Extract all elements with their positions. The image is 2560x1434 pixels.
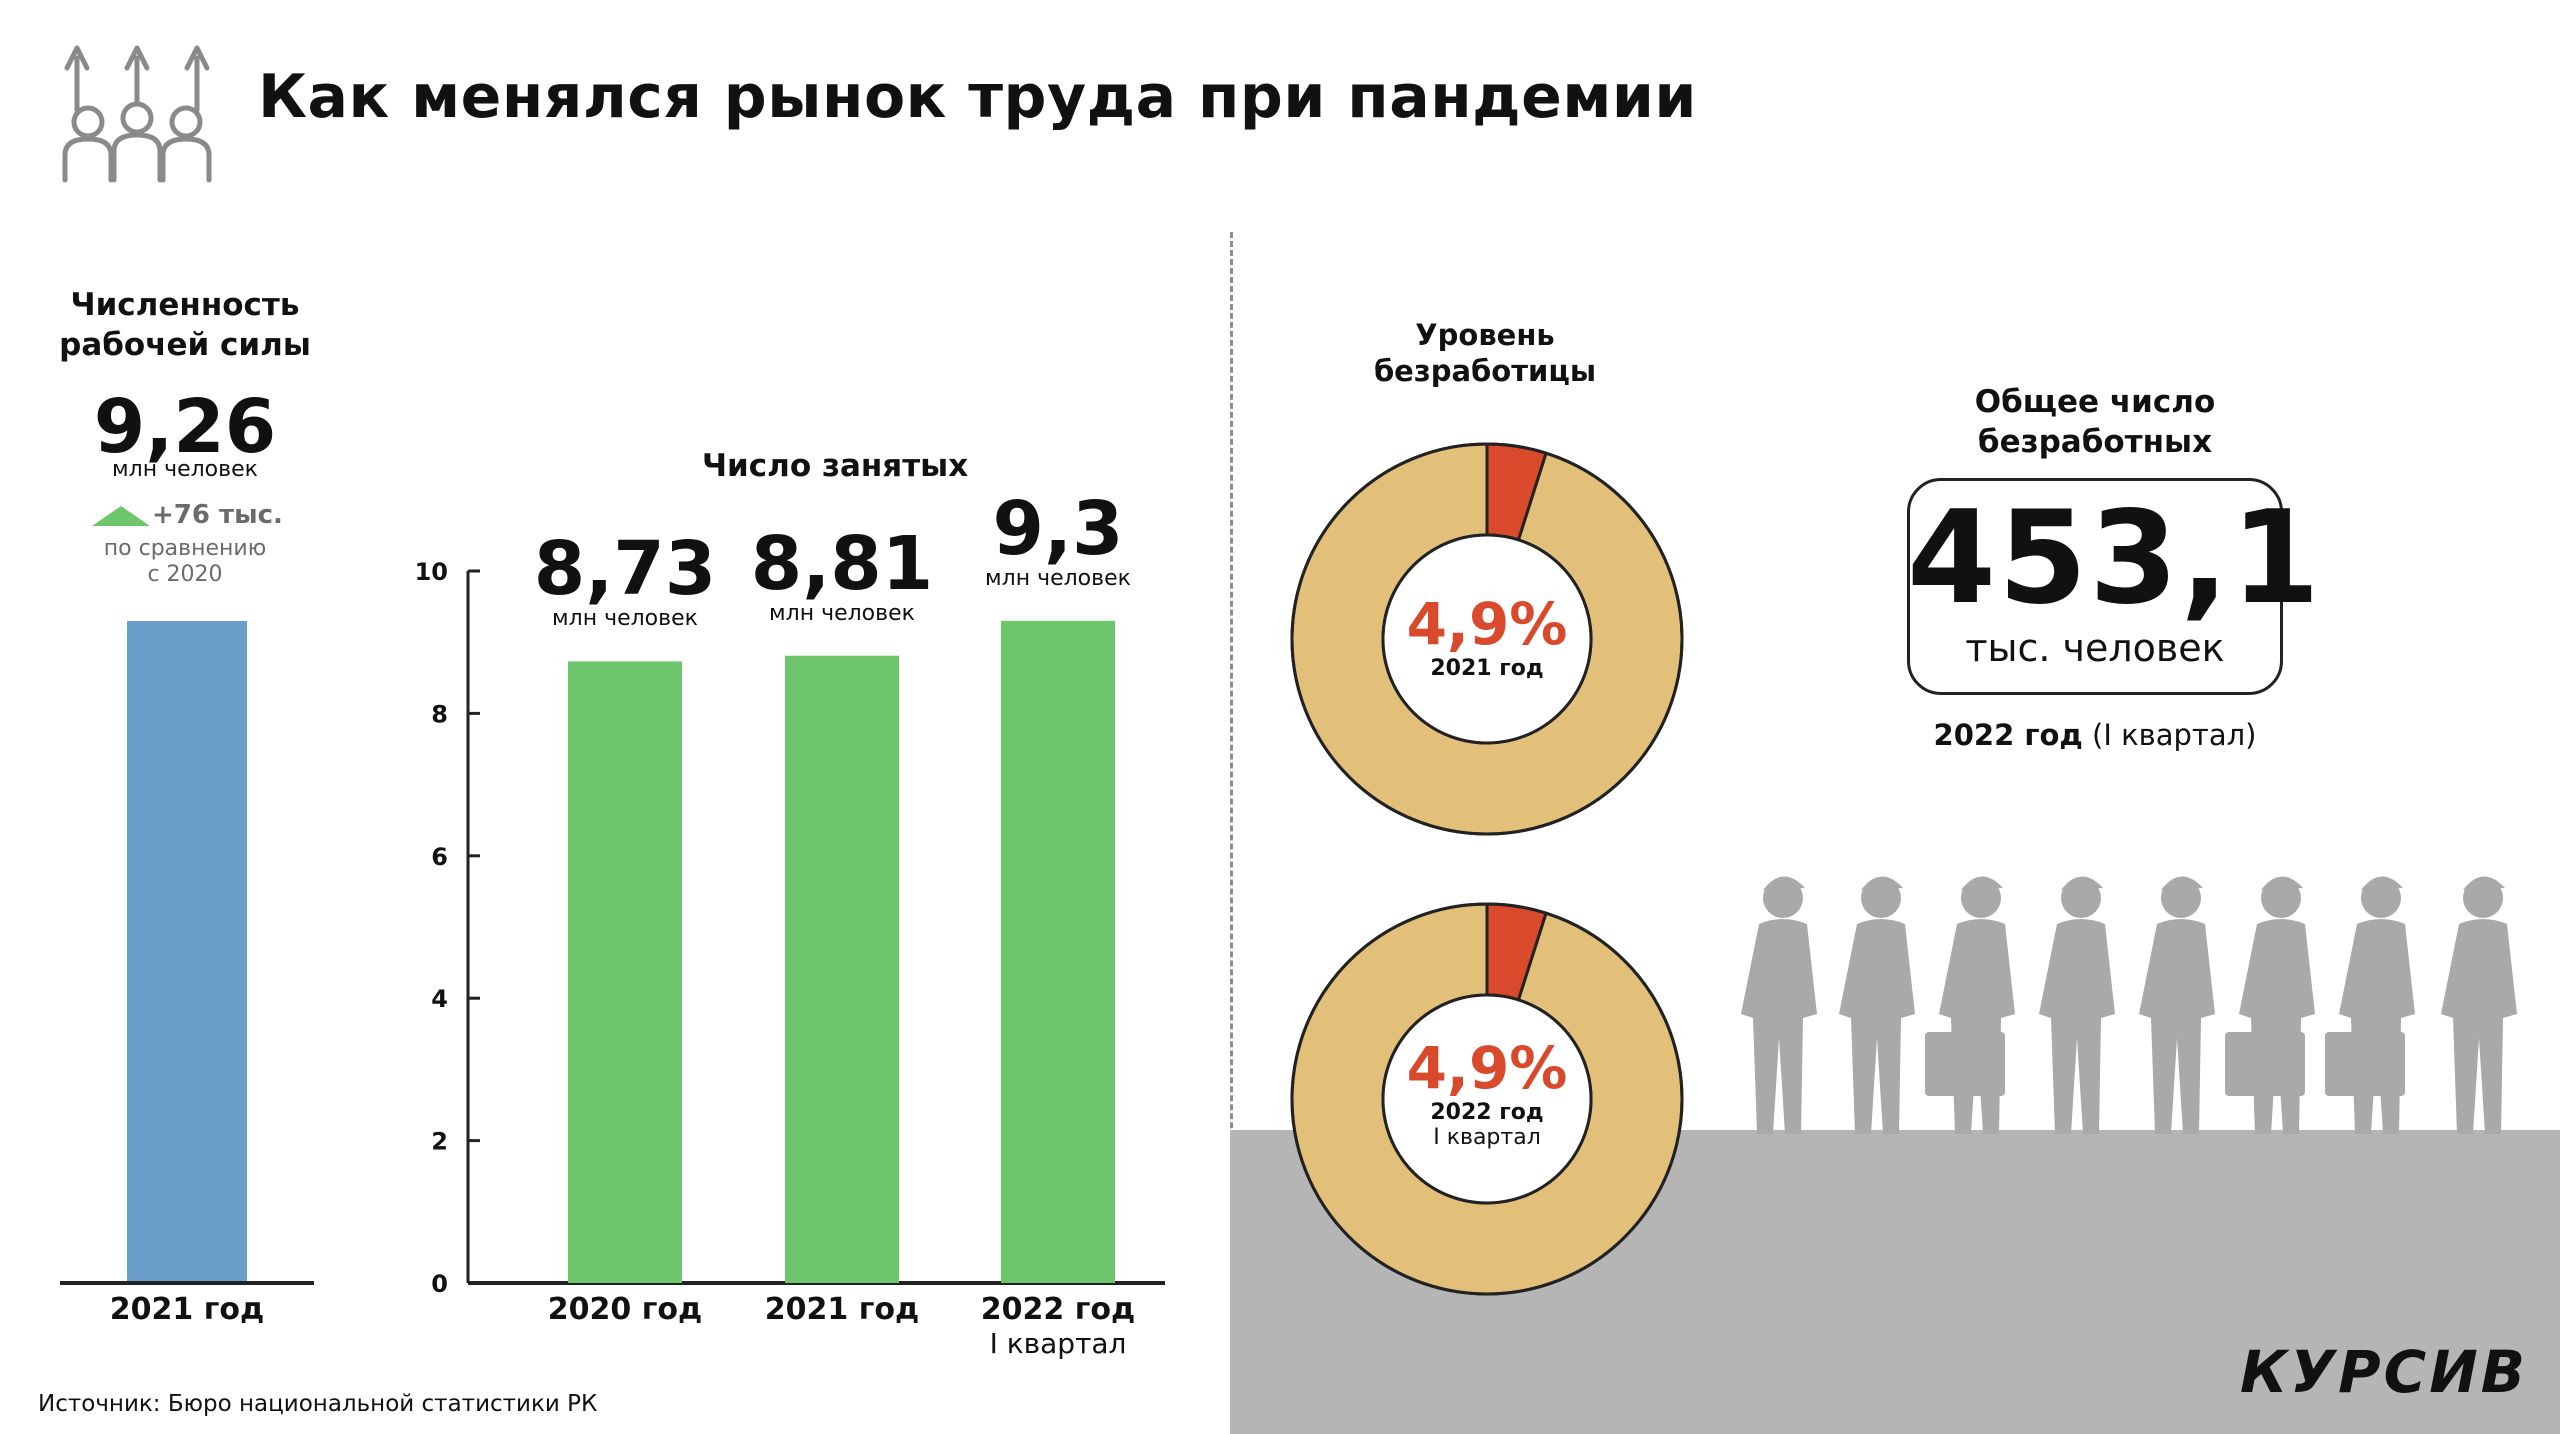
person-silhouette (1925, 876, 2015, 1134)
unemployment-rate-title-line1: Уровень (1415, 318, 1555, 352)
workforce-title: Численность рабочей силы (40, 285, 330, 365)
kursiv-logo: КУРСИВ (2240, 1338, 2528, 1406)
employed-chart: 0 2 4 6 8 10 (415, 558, 1165, 1298)
y-tick-label: 4 (431, 985, 448, 1013)
workforce-change-note-line1: по сравнению (103, 536, 267, 561)
unemployed-total-unit: тыс. человек (1965, 626, 2225, 670)
workforce-value: 9,26 (93, 384, 277, 470)
employed-bar-label-2: 8,81 млн человек (737, 527, 947, 627)
y-tick-label: 8 (431, 700, 448, 728)
employed-bar (568, 661, 682, 1283)
unemployed-total-period: 2022 год (I квартал) (1880, 718, 2310, 752)
employed-bar (1001, 620, 1115, 1283)
employed-category-3-line2: I квартал (989, 1327, 1127, 1360)
employed-category-1-line1: 2020 год (547, 1292, 703, 1327)
up-triangle-icon (92, 506, 150, 530)
section-divider (1230, 232, 1233, 1434)
employed-bar-label-3: 9,3 млн человек (953, 492, 1163, 592)
donut-outline (1290, 902, 1684, 1296)
employed-value-3: 9,3 (992, 486, 1124, 572)
donut-period-2021: 2021 год (1430, 656, 1544, 681)
donut-hole (1381, 533, 1593, 745)
person-silhouette (2325, 876, 2415, 1134)
donut-period-2022-line2: I квартал (1433, 1125, 1541, 1150)
donut-chart-2022 (1290, 902, 1684, 1296)
unemployed-total-period-year: 2022 год (1933, 718, 2083, 752)
donut-percent-2021: 4,9% (1406, 590, 1568, 658)
unemployed-total-box (1907, 478, 2283, 695)
source-note: Источник: Бюро национальной статистики Р… (38, 1391, 598, 1417)
people-silhouettes-illustration (1741, 876, 2517, 1134)
employed-value-2: 8,81 (750, 521, 934, 607)
unemployment-rate-title: Уровень безработицы (1340, 317, 1630, 389)
person-silhouette (2225, 876, 2315, 1134)
workforce-title-line2: рабочей силы (59, 327, 311, 363)
unemployed-total-value: 453,1 (1907, 484, 2322, 633)
workforce-change-note: по сравнению с 2020 (40, 536, 330, 588)
workforce-change: +76 тыс. (152, 500, 283, 530)
workers-growth-icon (60, 40, 215, 185)
employed-bar (785, 655, 899, 1283)
donut-label-2021: 4,9% 2021 год (1387, 592, 1587, 681)
person-silhouette (1839, 876, 1915, 1134)
employed-category-2-line1: 2021 год (764, 1292, 920, 1327)
y-tick-label: 6 (431, 843, 448, 871)
employed-category-2: 2021 год (737, 1292, 947, 1327)
employed-category-1: 2020 год (520, 1292, 730, 1327)
donut-period-2022-line1: 2022 год (1430, 1100, 1544, 1125)
unemployment-rate-title-line2: безработицы (1373, 354, 1597, 388)
employed-value-1: 8,73 (533, 526, 717, 612)
unemployed-total-title-line1: Общее число (1974, 384, 2216, 420)
workforce-change-note-line2: с 2020 (147, 562, 223, 587)
employed-unit-2: млн человек (769, 601, 915, 626)
person-silhouette (2441, 876, 2517, 1134)
y-tick-label: 10 (415, 558, 448, 586)
unemployed-total-period-quarter: (I квартал) (2082, 718, 2257, 752)
workforce-baseline (60, 1281, 314, 1285)
employed-bar-label-1: 8,73 млн человек (520, 532, 730, 632)
donut-chart-2021 (1290, 442, 1684, 836)
donut-percent-2022: 4,9% (1406, 1034, 1568, 1102)
workforce-bar (127, 621, 247, 1283)
person-silhouette (2139, 876, 2215, 1134)
donut-hole (1381, 993, 1593, 1205)
donut-label-2022: 4,9% 2022 год I квартал (1387, 1036, 1587, 1150)
donut-outline (1290, 442, 1684, 836)
employed-category-3-line1: 2022 год (980, 1292, 1136, 1327)
person-silhouette (1741, 876, 1817, 1134)
person-silhouette (2039, 876, 2115, 1134)
employed-category-3: 2022 год I квартал (953, 1292, 1163, 1360)
unemployed-total-title-line2: безработных (1977, 424, 2213, 460)
y-tick-label: 2 (431, 1128, 448, 1156)
unemployed-total-title: Общее число безработных (1897, 382, 2293, 462)
employed-unit-3: млн человек (985, 566, 1131, 591)
page-title: Как менялся рынок труда при пандемии (258, 62, 1697, 132)
y-tick-label: 0 (431, 1270, 448, 1298)
workforce-category: 2021 год (109, 1292, 265, 1327)
employed-unit-1: млн человек (552, 606, 698, 631)
workforce-unit: млн человек (112, 457, 258, 482)
employed-title: Число занятых (702, 448, 969, 484)
workforce-title-line1: Численность (70, 287, 300, 323)
